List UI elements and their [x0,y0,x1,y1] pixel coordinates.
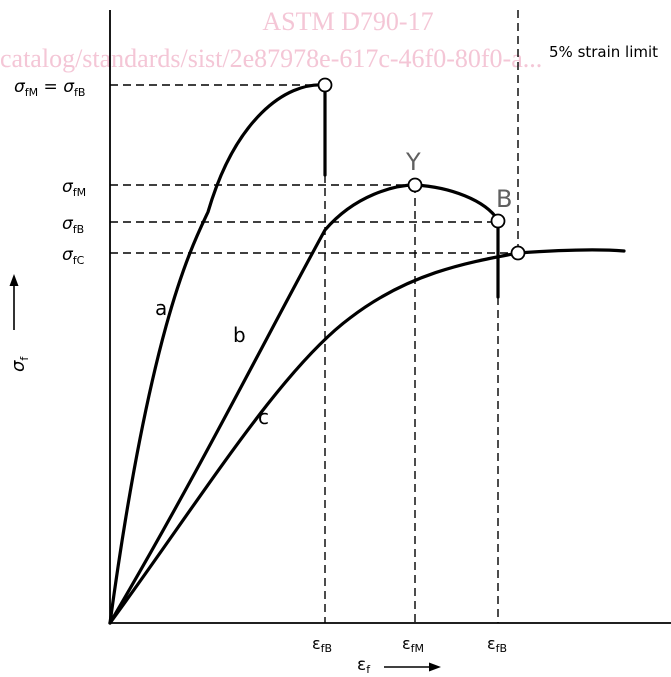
y-axis-title: σf [8,356,31,372]
curve-c-limit-point [510,245,526,261]
curve-a-break-point [317,77,333,93]
watermark-url: catalog/standards/sist/2e87978e-617c-46f… [0,44,542,73]
x-axis-arrow-icon [429,662,441,672]
sigma-fm-equals-sigma-fb-label: σfM = σfB [14,77,85,99]
epsilon-fb-tick-b: εfB [487,634,507,655]
curve-a-label: a [155,296,167,320]
curve-b-label: b [233,323,246,347]
epsilon-fb-tick-a: εfB [312,634,332,655]
y-axis-arrow-icon [9,274,19,286]
curve-b-yield-point [407,177,423,193]
curve-a [108,83,327,625]
sigma-fc-label: σfC [62,245,85,267]
point-y-label: Y [405,148,421,176]
sigma-fm-label: σfM [62,177,86,199]
epsilon-fm-tick: εfM [402,634,424,655]
curve-b-break-point [490,213,506,229]
watermark-title: ASTM D790-17 [262,7,433,36]
x-axis-symbol: εf [357,655,371,676]
y-axis-symbol: σf [8,356,31,372]
strain-limit-label-bg [543,38,671,64]
strain-limit-label: 5% strain limit [549,43,658,61]
curve-c [108,248,626,625]
curve-b [108,183,500,625]
curve-c-label: c [258,405,269,429]
point-b-label: B [496,185,512,213]
sigma-fb-label: σfB [62,214,84,236]
